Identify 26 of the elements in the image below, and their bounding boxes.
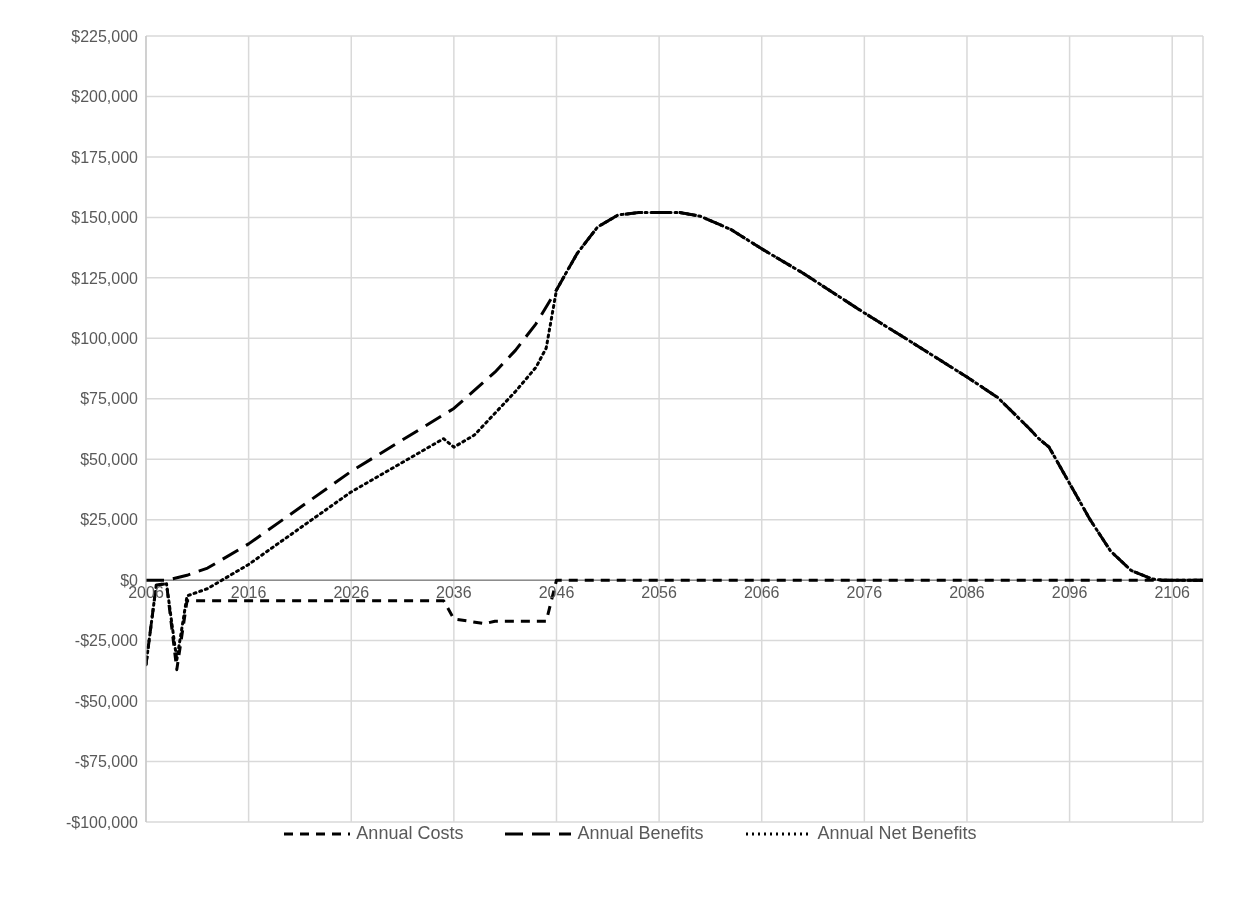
y-tick-label: $25,000 [80,511,139,529]
y-tick-label: -$75,000 [74,753,139,771]
y-tick-label: $125,000 [71,269,139,287]
y-tick-label: $100,000 [71,329,139,347]
x-tick-label: 2046 [538,584,575,602]
x-tick-label: 2056 [641,584,678,602]
y-tick-label: $200,000 [71,88,139,106]
y-tick-label: $225,000 [71,27,139,45]
x-tick-label: 2036 [436,584,472,602]
y-tick-label: -$50,000 [74,692,139,710]
x-tick-label: 2066 [743,584,780,602]
x-tick-label: 2106 [1154,584,1191,602]
y-tick-label: $150,000 [71,209,139,227]
y-tick-label: -$100,000 [65,813,139,831]
x-tick-label: 2076 [846,584,883,602]
x-tick-label: 2016 [230,584,267,602]
x-tick-label: 2086 [949,584,985,602]
y-tick-label: $75,000 [80,390,139,408]
legend-label: Annual Costs [356,823,464,844]
legend-label: Annual Benefits [577,823,704,844]
y-tick-label: $50,000 [80,450,139,468]
y-tick-label: -$25,000 [74,632,139,650]
legend-label: Annual Net Benefits [817,823,977,844]
y-tick-label: $175,000 [71,148,139,166]
x-tick-label: 2026 [333,584,370,602]
x-tick-label: 2096 [1051,584,1088,602]
